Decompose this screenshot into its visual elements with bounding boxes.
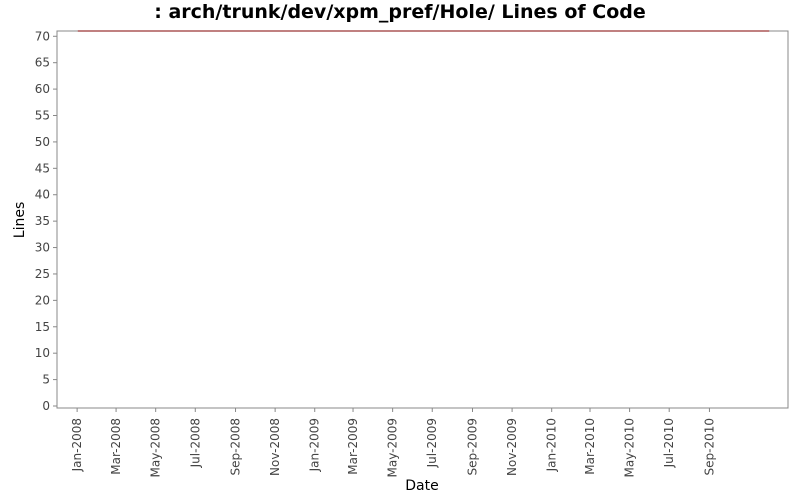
x-tick-label: Jul-2010 xyxy=(662,418,676,468)
y-tick-label: 50 xyxy=(35,135,50,149)
y-axis-title: Lines xyxy=(12,202,28,238)
y-tick-label: 55 xyxy=(35,109,50,123)
x-tick-label: Nov-2009 xyxy=(505,418,519,476)
y-tick-label: 20 xyxy=(35,293,50,307)
x-tick-label: Mar-2009 xyxy=(346,418,360,475)
x-tick-label: Jan-2010 xyxy=(545,418,559,472)
y-tick-label: 65 xyxy=(35,56,50,70)
y-tick-label: 70 xyxy=(35,29,50,43)
x-tick-label: Mar-2008 xyxy=(109,418,123,475)
x-tick-label: Sep-2009 xyxy=(465,418,479,476)
y-tick-label: 45 xyxy=(35,161,50,175)
y-tick-label: 35 xyxy=(35,214,50,228)
x-tick-label: Jan-2008 xyxy=(70,418,84,472)
y-tick-label: 10 xyxy=(35,346,50,360)
chart-title: : arch/trunk/dev/xpm_pref/Hole/ Lines of… xyxy=(154,1,646,23)
x-tick-label: Jul-2009 xyxy=(425,418,439,468)
x-tick-label: Mar-2010 xyxy=(583,418,597,475)
x-tick-label: May-2010 xyxy=(623,418,637,477)
x-axis: Jan-2008 Mar-2008 May-2008 Jul-2008 Sep-2008… xyxy=(57,407,788,477)
x-tick-label: Jul-2008 xyxy=(188,418,202,468)
y-tick-label: 15 xyxy=(35,320,50,334)
y-axis: 0 5 10 15 20 25 30 35 40 45 50 55 60 65 70 xyxy=(35,29,57,413)
x-axis-title: Date xyxy=(405,478,438,494)
x-tick-label: Jan-2009 xyxy=(308,418,322,472)
x-tick-label: Sep-2008 xyxy=(229,418,243,476)
y-tick-label: 0 xyxy=(42,399,50,413)
x-tick-label: May-2008 xyxy=(149,418,163,477)
plot-area xyxy=(56,30,789,409)
y-tick-label: 30 xyxy=(35,241,50,255)
y-tick-label: 25 xyxy=(35,267,50,281)
y-tick-label: 5 xyxy=(42,373,50,387)
x-tick-label: Sep-2010 xyxy=(702,418,716,476)
y-tick-label: 60 xyxy=(35,82,50,96)
y-tick-label: 40 xyxy=(35,188,50,202)
x-tick-label: May-2009 xyxy=(386,418,400,477)
x-tick-label: Nov-2008 xyxy=(268,418,282,476)
